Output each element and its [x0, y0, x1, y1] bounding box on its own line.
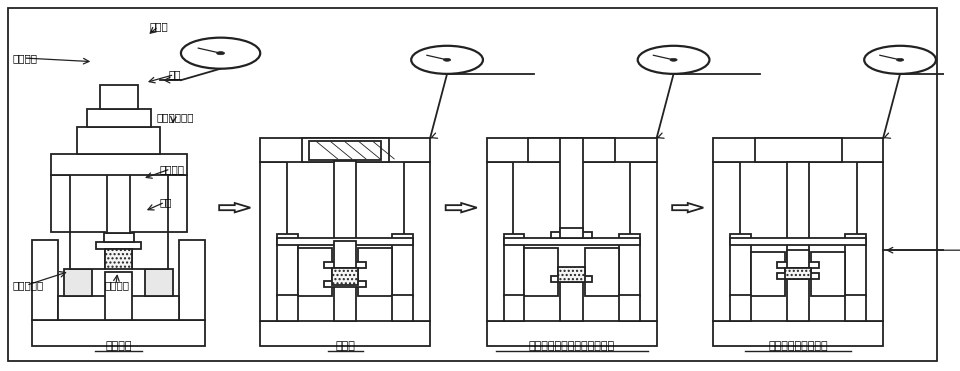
Bar	[168, 175, 186, 232]
Bar	[504, 238, 639, 244]
Bar	[324, 262, 366, 267]
Bar	[393, 295, 413, 321]
Text: 油圧: 油圧	[169, 70, 181, 80]
Bar	[787, 250, 809, 267]
Bar	[51, 175, 69, 232]
Bar	[846, 295, 866, 321]
Bar	[487, 162, 514, 321]
Text: 可動フレーム: 可動フレーム	[156, 112, 194, 122]
Bar	[403, 162, 430, 321]
Polygon shape	[445, 203, 477, 212]
Bar	[487, 138, 657, 162]
Bar	[561, 229, 583, 238]
Bar	[260, 162, 287, 321]
Bar	[180, 240, 205, 320]
Bar	[559, 267, 585, 282]
Text: 上パンチ: 上パンチ	[159, 164, 184, 174]
Bar	[108, 155, 130, 233]
Bar	[755, 138, 842, 162]
Text: 再加圧（両軸成形）: 再加圧（両軸成形）	[768, 341, 828, 351]
Bar	[96, 242, 141, 249]
Text: スペーサー: スペーサー	[12, 280, 43, 290]
Bar	[324, 281, 366, 287]
Bar	[132, 232, 168, 269]
Bar	[487, 321, 657, 346]
Bar	[787, 162, 809, 259]
Polygon shape	[672, 203, 704, 212]
Bar	[713, 138, 883, 162]
Polygon shape	[219, 203, 251, 212]
Bar	[524, 248, 559, 296]
Bar	[309, 141, 381, 160]
Bar	[778, 262, 819, 267]
Bar	[106, 249, 132, 269]
Bar	[260, 138, 430, 162]
Bar	[731, 295, 751, 321]
Bar	[260, 321, 430, 346]
Bar	[713, 162, 739, 321]
Bar	[298, 248, 332, 296]
Circle shape	[411, 46, 483, 74]
Bar	[277, 234, 298, 296]
Bar	[51, 154, 186, 175]
Circle shape	[180, 37, 260, 69]
Bar	[277, 238, 413, 244]
Bar	[713, 321, 883, 346]
Bar	[393, 234, 413, 296]
Circle shape	[864, 46, 936, 74]
Bar	[358, 248, 393, 296]
Circle shape	[897, 58, 903, 61]
Bar	[778, 273, 819, 279]
Bar	[528, 138, 615, 162]
Text: シリンダ: シリンダ	[12, 53, 37, 63]
Text: 成形開始: 成形開始	[106, 341, 132, 351]
Bar	[77, 127, 160, 154]
Bar	[334, 161, 356, 241]
Bar	[106, 272, 132, 320]
Circle shape	[217, 52, 225, 55]
Bar	[561, 279, 583, 321]
Bar	[504, 234, 524, 296]
Bar	[64, 269, 92, 296]
Bar	[32, 320, 205, 346]
Bar	[332, 267, 358, 285]
Bar	[731, 238, 866, 244]
Bar	[619, 234, 639, 296]
Bar	[811, 252, 846, 296]
Bar	[787, 276, 809, 321]
Bar	[334, 284, 356, 321]
Bar	[561, 138, 583, 230]
Bar	[100, 85, 137, 109]
Bar	[856, 162, 883, 321]
Bar	[551, 276, 592, 282]
Bar	[731, 234, 751, 296]
Circle shape	[444, 58, 450, 61]
Bar	[504, 295, 524, 321]
Bar	[86, 109, 151, 127]
Bar	[277, 295, 298, 321]
Bar	[619, 295, 639, 321]
Bar	[301, 138, 389, 162]
Bar	[69, 232, 106, 269]
Text: ダイ: ダイ	[159, 197, 172, 207]
Bar	[32, 240, 59, 320]
Bar	[104, 233, 133, 242]
Text: 仮成形: 仮成形	[335, 341, 355, 351]
Text: 下パンチ: 下パンチ	[105, 280, 130, 290]
Bar	[785, 267, 811, 279]
Text: 圧力解放／スペーサー取外し: 圧力解放／スペーサー取外し	[529, 341, 614, 351]
Bar	[551, 232, 592, 238]
Bar	[59, 296, 180, 320]
Bar	[145, 269, 174, 296]
Bar	[630, 162, 657, 321]
Text: 荷重計: 荷重計	[150, 22, 169, 32]
Circle shape	[637, 46, 709, 74]
Circle shape	[670, 58, 677, 61]
Bar	[334, 241, 356, 267]
Bar	[846, 234, 866, 296]
Bar	[585, 248, 619, 296]
Bar	[751, 252, 785, 296]
